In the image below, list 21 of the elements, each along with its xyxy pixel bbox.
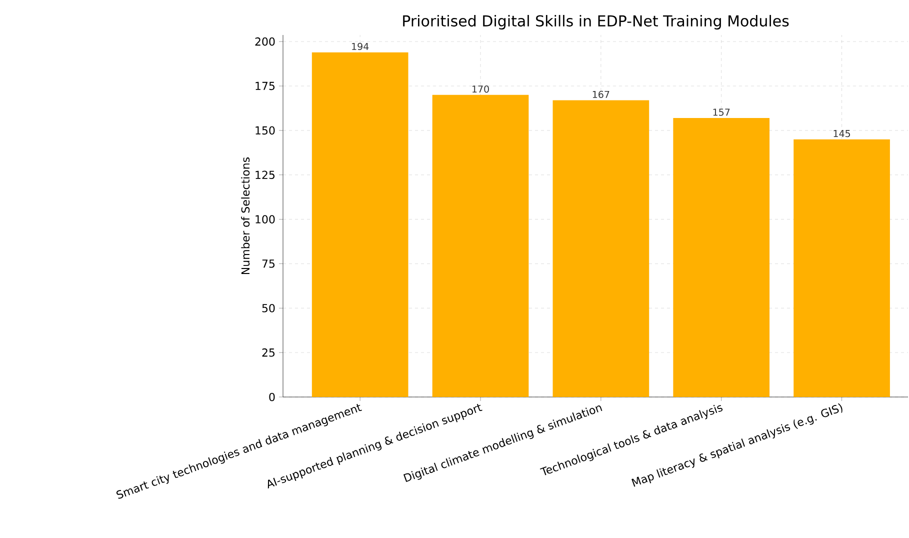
y-tick-label: 150 xyxy=(256,126,275,135)
y-tick-label: 200 xyxy=(255,37,275,46)
y-tick-label: 175 xyxy=(256,82,275,90)
y-tick-label: 0 xyxy=(269,392,275,402)
y-axis-title: Number of Selections xyxy=(241,157,250,274)
bar xyxy=(552,100,650,397)
y-tick-label: 100 xyxy=(256,215,275,224)
data-label: 167 xyxy=(592,90,610,98)
data-label: 157 xyxy=(713,108,730,116)
data-label: 145 xyxy=(834,130,850,138)
bar xyxy=(673,118,770,397)
chart-title: Prioritised Digital Skills in EDP-Net Training Modules xyxy=(403,14,789,30)
y-tick-label: 50 xyxy=(262,304,275,312)
data-label: 170 xyxy=(472,85,489,93)
y-tick-label: 25 xyxy=(262,348,275,357)
y-tick-label: 125 xyxy=(256,170,275,180)
bar xyxy=(432,94,529,397)
bar xyxy=(312,52,408,397)
y-tick-label: 75 xyxy=(262,260,275,268)
data-label: 194 xyxy=(352,42,369,50)
bar xyxy=(794,139,890,397)
